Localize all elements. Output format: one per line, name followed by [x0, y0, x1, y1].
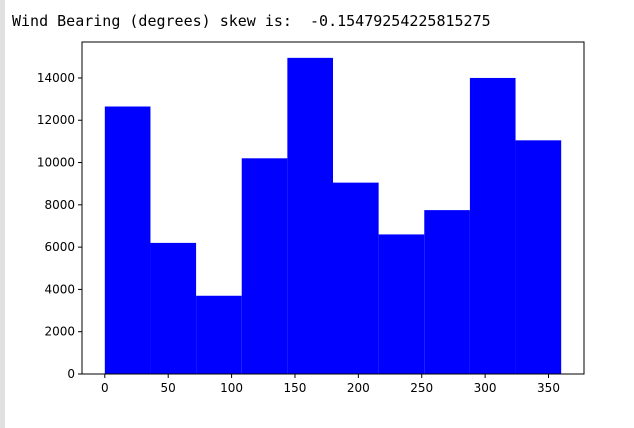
- x-tick-label-5: 250: [410, 381, 433, 395]
- histogram-bar-0: [104, 106, 151, 374]
- x-tick-label-3: 150: [284, 381, 307, 395]
- histogram-bar-3: [241, 158, 288, 374]
- y-tick-label-4: 8000: [44, 198, 75, 212]
- histogram-bar-7: [424, 210, 470, 374]
- x-tick-label-6: 300: [474, 381, 497, 395]
- skew-output-value: -0.15479254225815275: [310, 12, 491, 30]
- y-tick-label-3: 6000: [44, 240, 75, 254]
- x-tick-label-0: 0: [101, 381, 109, 395]
- x-tick-label-2: 100: [220, 381, 243, 395]
- histogram-bar-8: [469, 77, 516, 375]
- histogram-bar-2: [196, 295, 242, 374]
- x-tick-label-1: 50: [161, 381, 176, 395]
- histogram-bar-4: [287, 57, 333, 375]
- x-tick-label-7: 350: [537, 381, 560, 395]
- histogram-bars: [104, 57, 562, 375]
- y-tick-label-2: 4000: [44, 282, 75, 296]
- x-axis: 0 50 100 150 200 250 300 350: [101, 374, 560, 395]
- y-axis: 0 2000 4000 6000 8000 10000 12000 14000: [37, 71, 82, 381]
- histogram-bar-9: [515, 140, 562, 374]
- cell-gutter: [0, 0, 5, 428]
- y-tick-label-1: 2000: [44, 325, 75, 339]
- y-tick-label-6: 12000: [37, 113, 75, 127]
- histogram-bar-1: [150, 242, 197, 374]
- plot-frame: [81, 41, 585, 375]
- skew-output-text: Wind Bearing (degrees) skew is: -0.15479…: [12, 12, 491, 30]
- y-tick-label-5: 10000: [37, 156, 75, 170]
- x-tick-label-4: 200: [347, 381, 370, 395]
- y-tick-label-7: 14000: [37, 71, 75, 85]
- y-tick-label-0: 0: [67, 367, 75, 381]
- histogram-bar-5: [333, 182, 379, 374]
- histogram-bar-6: [378, 234, 425, 374]
- skew-output-label: Wind Bearing (degrees) skew is:: [12, 12, 292, 30]
